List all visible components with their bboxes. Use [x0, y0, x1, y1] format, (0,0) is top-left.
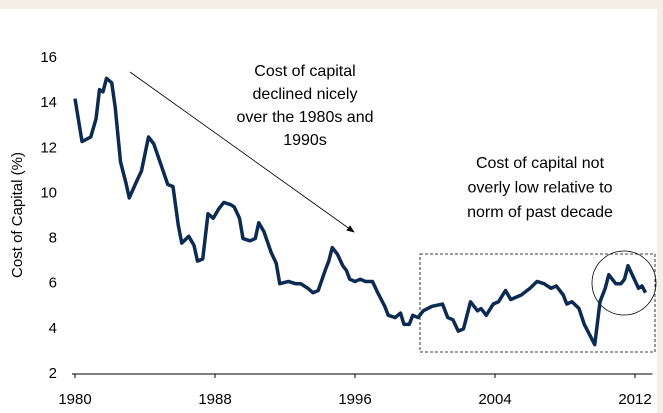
annotation: over the 1980s and	[237, 109, 374, 126]
y-tick-label: 12	[40, 139, 57, 156]
y-tick-label: 6	[49, 275, 57, 292]
highlight-circle	[591, 250, 657, 316]
x-tick-label: 1980	[58, 391, 91, 408]
x-tick-label: 1988	[198, 391, 231, 408]
x-tick-label: 2004	[478, 391, 511, 408]
y-tick-label: 2	[49, 365, 57, 382]
y-tick-label: 4	[49, 320, 57, 337]
annotation: Cost of capital not	[476, 155, 605, 172]
y-tick-label: 8	[49, 230, 57, 247]
x-tick-label: 2012	[618, 391, 651, 408]
annotation: declined nicely	[253, 86, 358, 103]
y-tick-label: 14	[40, 94, 57, 111]
annotation: overly low relative to	[468, 180, 613, 197]
y-axis-label: Cost of Capital (%)	[9, 152, 26, 278]
data-line	[73, 76, 648, 347]
x-tick-label: 1996	[338, 391, 371, 408]
annotation-arrow	[129, 71, 355, 233]
annotation: 1990s	[283, 132, 327, 149]
y-tick-label: 16	[40, 49, 57, 66]
highlight-box	[419, 253, 656, 353]
annotation: Cost of capital	[254, 63, 355, 80]
annotation: norm of past decade	[467, 204, 613, 221]
plot-background	[0, 9, 657, 413]
y-tick-label: 10	[40, 184, 57, 201]
